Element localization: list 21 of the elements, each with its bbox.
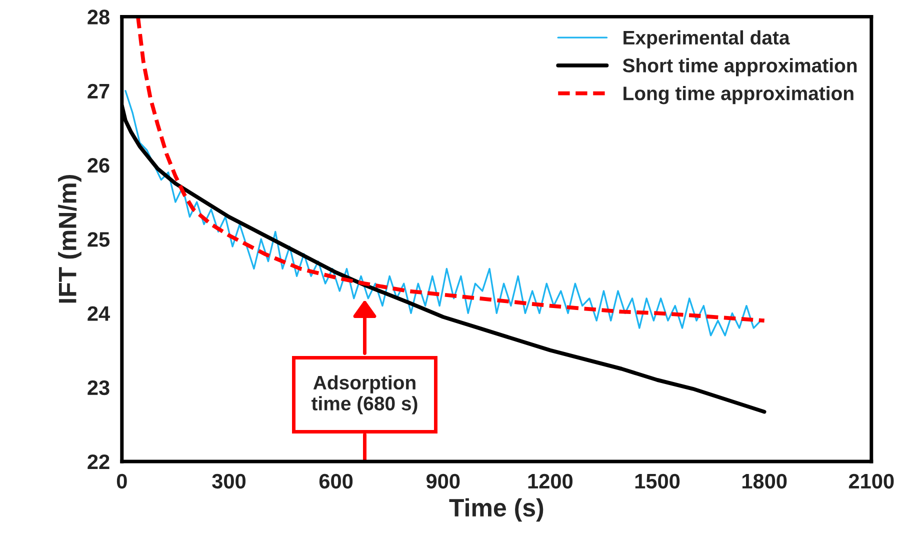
x-tick-label: 2100 bbox=[848, 474, 894, 489]
x-tick-label: 1500 bbox=[635, 474, 680, 489]
annotation: Adsorption time (680 s) bbox=[311, 375, 418, 414]
y-axis-title: IFT (mN/m) bbox=[58, 175, 82, 303]
legend-label: Short time approximation bbox=[622, 58, 857, 76]
y-tick-label: 24 bbox=[88, 306, 110, 321]
y-tick-label: 22 bbox=[88, 454, 110, 470]
legend-label: Long time approximation bbox=[624, 86, 854, 104]
y-tick-label: 23 bbox=[88, 380, 110, 396]
x-tick-label: 0 bbox=[116, 474, 127, 489]
x-tick-label: 1800 bbox=[742, 474, 787, 489]
x-tick-label: 300 bbox=[212, 474, 246, 489]
y-tick-label: 27 bbox=[88, 84, 110, 98]
y-tick-label: 28 bbox=[88, 10, 110, 24]
x-axis-title: Time (s) bbox=[449, 498, 544, 522]
y-tick-label: 25 bbox=[88, 232, 110, 247]
legend-label: Experimental data bbox=[624, 30, 790, 48]
x-tick-label: 600 bbox=[319, 474, 353, 489]
x-tick-label: 900 bbox=[426, 474, 460, 489]
y-tick-label: 26 bbox=[88, 158, 110, 173]
x-tick-label: 1200 bbox=[528, 474, 573, 489]
